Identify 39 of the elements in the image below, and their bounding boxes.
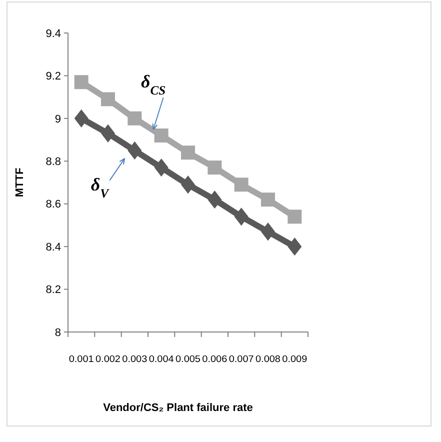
point — [181, 146, 195, 160]
point — [154, 158, 168, 177]
x-tick-label: 0.004 — [148, 354, 174, 365]
y-tick-label: 8.8 — [46, 156, 61, 168]
point — [261, 192, 275, 207]
point — [101, 124, 115, 142]
point — [74, 75, 88, 90]
series-label: δ$_{V}$ — [90, 174, 110, 200]
x-tick-label: 0.001 — [68, 354, 94, 365]
x-tick-label: 0.005 — [176, 354, 200, 365]
point — [288, 210, 302, 224]
x-tick-label: 0.006 — [202, 354, 228, 365]
y-tick-label: 9.2 — [46, 70, 61, 83]
y-tick-label: 9 — [54, 113, 61, 126]
y-tick-label: 8.6 — [46, 198, 61, 211]
y-tick-label: 9.4 — [46, 28, 61, 40]
x-tick-label: 0.002 — [96, 354, 120, 365]
x-tick-label: 0.003 — [122, 354, 148, 365]
series-label: δ$_{CS}$ — [141, 72, 166, 98]
point — [128, 141, 142, 160]
point — [261, 222, 275, 241]
point — [234, 178, 248, 192]
x-axis-title: Vendor/CS₂ Plant failure rate — [103, 402, 253, 414]
x-tick-label: 0.009 — [282, 354, 308, 365]
point — [154, 128, 168, 143]
y-axis-title: MTTF — [14, 168, 26, 198]
x-tick-label: 0.008 — [256, 354, 280, 365]
point — [208, 160, 222, 175]
x-tick-label: 0.007 — [228, 354, 254, 365]
point — [288, 237, 302, 256]
y-tick-label: 8.4 — [46, 241, 61, 254]
point — [74, 109, 88, 128]
y-tick-label: 8 — [54, 326, 61, 339]
point — [234, 208, 248, 226]
point — [181, 176, 195, 194]
y-tick-label: 8.2 — [46, 284, 61, 296]
point — [128, 111, 142, 126]
point — [208, 190, 222, 209]
point — [101, 92, 115, 106]
